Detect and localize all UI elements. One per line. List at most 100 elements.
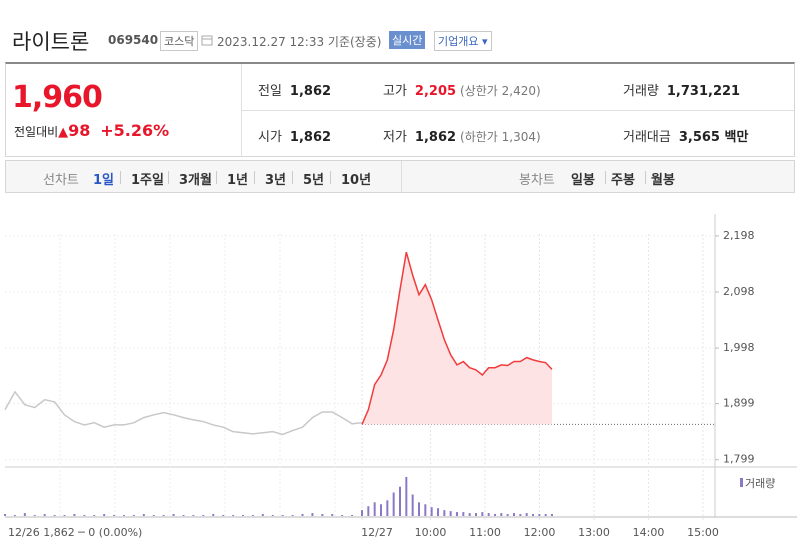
volume-bar [123, 515, 125, 516]
volume-bar [172, 514, 175, 516]
volume-bar [351, 515, 354, 516]
volume-bar [33, 515, 36, 516]
volume-bar [551, 514, 553, 516]
period-tab[interactable]: 10년 [341, 173, 372, 188]
volume-bar [475, 513, 477, 516]
volume-bar [182, 515, 185, 516]
price: 1,960 [12, 80, 103, 115]
y-tick-label: 1,998 [723, 341, 755, 354]
volume-bar [261, 514, 264, 516]
divider [241, 110, 794, 111]
volume-bar [301, 514, 304, 516]
volume-bar [500, 513, 503, 516]
volume-bar [392, 492, 395, 516]
legend-label: 거래량 [745, 477, 775, 490]
volume-bar [538, 514, 541, 516]
period-tab[interactable]: 3년 [265, 173, 287, 188]
volume-bar [192, 515, 195, 516]
period-tab[interactable]: 3개월 [179, 173, 212, 188]
stat-value: 1,862 [289, 130, 332, 145]
period-tab[interactable]: 1년 [227, 173, 249, 188]
volume-bar [532, 514, 534, 516]
tab-separator [292, 171, 293, 184]
change-label: 전일대비 [14, 125, 59, 139]
volume-bar [443, 510, 446, 516]
change: 98 [68, 121, 91, 140]
volume-bar [481, 512, 484, 516]
stat-label: 거래량 [623, 84, 659, 99]
tab-separator [168, 171, 169, 184]
stat-label: 거래대금 [623, 130, 671, 145]
y-tick-label: 2,098 [723, 285, 755, 298]
today-line [361, 251, 553, 425]
volume-bar [544, 514, 547, 516]
volume-bar [462, 512, 465, 516]
intraday-chart: 12/27 10:00 11:00 12:00 13:00 14:00 15:00 12/26… [4, 214, 797, 539]
stat-note: (상한가 2,420) [460, 84, 541, 98]
volume-bar [4, 514, 6, 516]
volume-bar [331, 514, 334, 516]
tab-separator [254, 171, 255, 184]
stat: 시가 1,862 [258, 126, 331, 145]
volume-bar [405, 476, 408, 516]
volume-bar [487, 513, 490, 516]
volume-bar [367, 506, 370, 516]
tab-separator [330, 171, 331, 184]
volume-bar [222, 515, 225, 516]
volume-bar [380, 504, 382, 516]
stat-value: 1,862 [414, 130, 457, 145]
volume-bar [103, 514, 106, 516]
volume-bar [373, 502, 376, 516]
period-tab[interactable]: 1주일 [131, 173, 164, 188]
up-icon: ▲ [58, 125, 69, 140]
x-tick-label: 14:00 [633, 526, 665, 539]
stat-label: 시가 [258, 130, 282, 145]
timestamp: 2023.12.27 12:33 기준(장중) [217, 35, 382, 49]
stat-label: 전일 [258, 84, 282, 99]
volume-bar [202, 515, 205, 516]
stat-note: (하한가 1,304) [460, 130, 541, 144]
period-tab[interactable]: 일봉 [571, 173, 595, 188]
volume-bar [361, 510, 363, 516]
tab-separator [216, 171, 217, 184]
volume-bar [43, 514, 46, 516]
volume-bar [449, 511, 452, 516]
tab-separator [605, 171, 606, 184]
volume-bar [456, 512, 458, 516]
volume-bar [63, 515, 66, 516]
volume-bar [23, 513, 26, 516]
change-pct: +5.26% [100, 121, 170, 140]
period-tab[interactable]: 1일 [93, 173, 115, 188]
overview-button[interactable]: 기업개요 ▾ [434, 31, 492, 51]
prev-info: 12/26 1,862 ─ 0 (0.00%) [8, 526, 142, 539]
volume-bar [525, 513, 528, 516]
period-tab[interactable]: 5년 [303, 173, 325, 188]
volume-bar [242, 515, 244, 516]
volume-bar [291, 515, 294, 516]
x-tick-label: 12/27 [361, 526, 393, 539]
volume-bar [494, 514, 496, 516]
volume-bar [53, 515, 56, 516]
volume-bar [113, 515, 116, 516]
volume-bar [132, 515, 135, 516]
market-badge: 코스닥 [160, 31, 199, 51]
tab-group-label: 봉차트 [519, 173, 555, 188]
period-tab[interactable]: 주봉 [611, 173, 635, 188]
volume-bar [513, 513, 515, 516]
tab-group-label: 선차트 [43, 173, 79, 188]
volume-bar [437, 508, 439, 516]
divider [401, 161, 402, 192]
period-tab[interactable]: 월봉 [651, 173, 675, 188]
stock-code: 069540 [108, 33, 159, 47]
volume-bar [251, 515, 254, 516]
volume-bar [424, 504, 427, 516]
volume-bar [311, 513, 314, 516]
realtime-badge[interactable]: 실시간 [389, 31, 426, 49]
tab-separator [645, 171, 646, 184]
volume-bar [506, 514, 509, 516]
stat: 전일 1,862 [258, 80, 331, 99]
x-tick-label: 13:00 [578, 526, 610, 539]
volume-bar [162, 515, 165, 516]
volume-bar [399, 486, 401, 516]
stat: 저가 1,862 (하한가 1,304) [383, 126, 541, 145]
